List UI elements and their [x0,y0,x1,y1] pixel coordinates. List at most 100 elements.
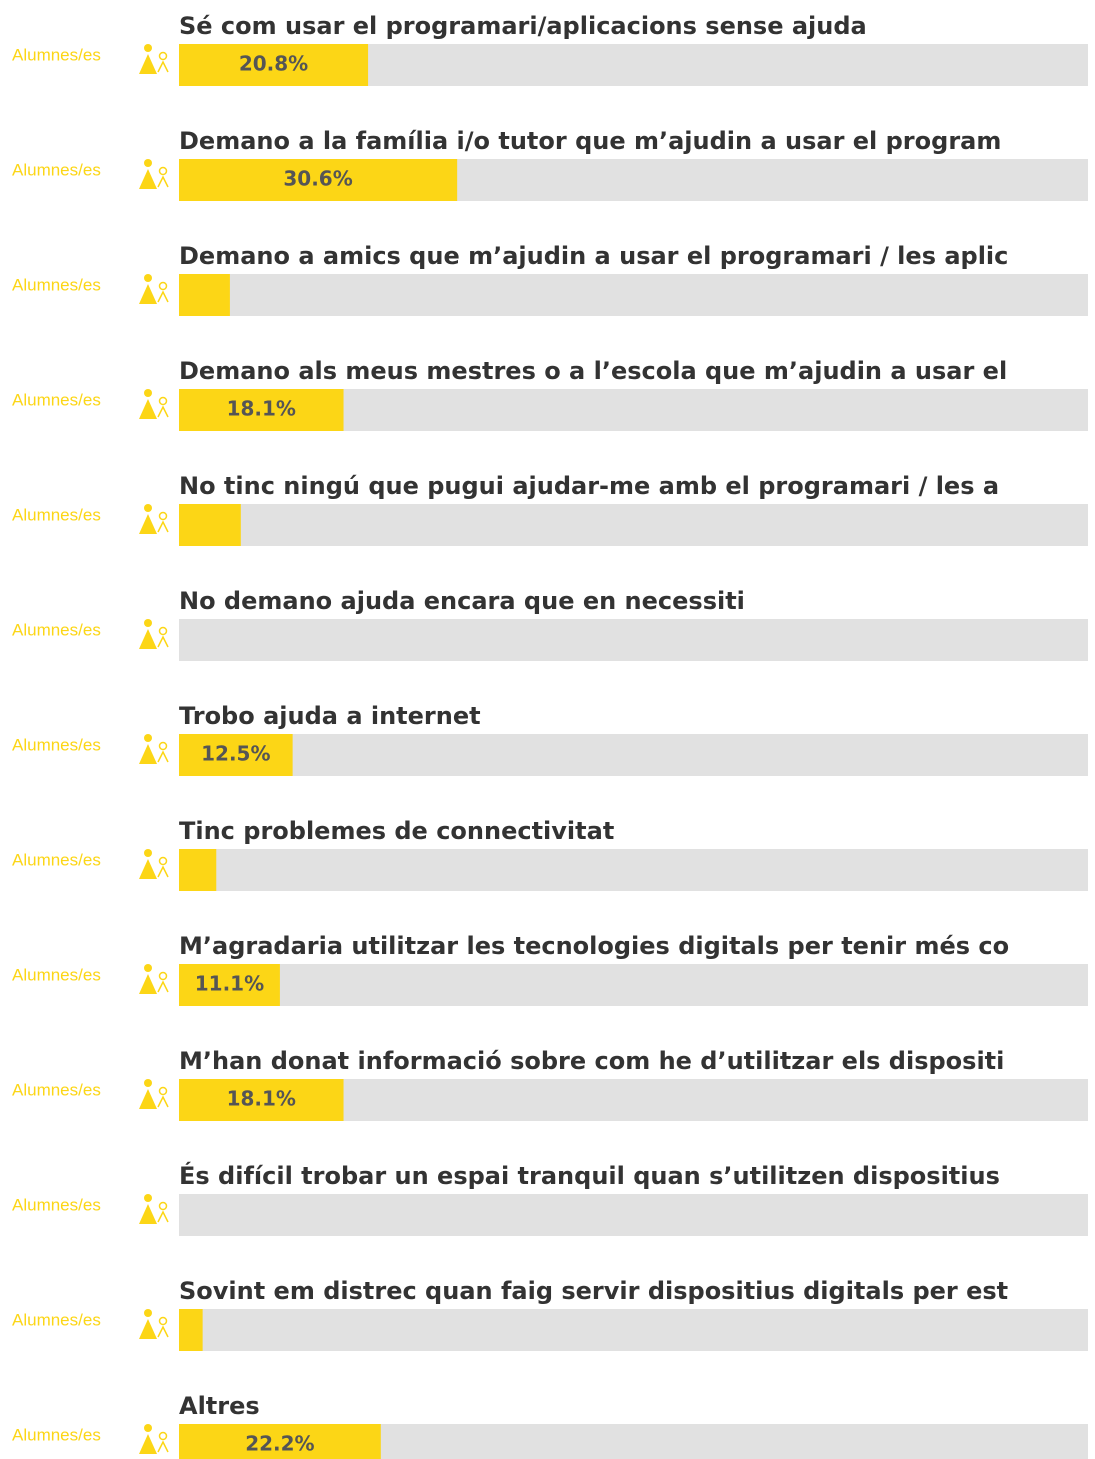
icon-head [144,504,152,512]
bar-track [179,849,1088,891]
bar [179,849,217,891]
icon-body [139,859,157,879]
question-title: És difícil trobar un espai tranquil quan… [179,1161,1000,1190]
icon-body [139,1434,157,1454]
rows: Sé com usar el programari/aplicacions se… [12,12,1088,1459]
bar-track [179,1309,1088,1351]
people-icon [139,389,169,419]
series-label: Alumnes/es [12,160,101,179]
icon-body [157,635,169,648]
icon-body [157,405,169,418]
icon-head [158,1201,168,1211]
icon-head [158,856,168,866]
series-label: Alumnes/es [12,1425,101,1444]
people-icon [139,619,169,649]
icon-body [157,750,169,763]
bar [179,1309,203,1351]
bar [179,159,458,201]
question-title: Tinc problemes de connectivitat [179,817,614,845]
icon-body [139,1319,157,1339]
series-label: Alumnes/es [12,1195,101,1214]
icon-head [144,849,152,857]
icon-body [139,514,157,534]
question-title: Demano a amics que m’ajudin a usar el pr… [179,242,1008,270]
icon-body [157,1440,169,1453]
value-label: 18.1% [227,397,296,421]
bar [179,1079,344,1121]
icon-body [157,1210,169,1223]
icon-body [157,1095,169,1108]
icon-body [157,980,169,993]
icon-head [158,166,168,176]
question-title: Altres [179,1392,260,1420]
question-title: No demano ajuda encara que en necessiti [179,587,745,615]
series-label: Alumnes/es [12,1080,101,1099]
series-label: Alumnes/es [12,620,101,639]
series-label: Alumnes/es [12,735,101,754]
icon-head [144,159,152,167]
question-title: No tinc ningú que pugui ajudar-me amb el… [179,472,999,500]
bar-track [179,734,1088,776]
value-label: 22.2% [245,1432,314,1456]
icon-head [158,396,168,406]
question-title: Demano als meus mestres o a l’escola que… [179,357,1007,385]
icon-body [139,169,157,189]
icon-head [158,1086,168,1096]
bar-track [179,964,1088,1006]
icon-head [144,734,152,742]
series-label: Alumnes/es [12,965,101,984]
series-label: Alumnes/es [12,45,101,64]
people-icon [139,159,169,189]
question-title: Sovint em distrec quan faig servir dispo… [179,1277,1008,1305]
icon-body [157,1325,169,1338]
icon-body [157,520,169,533]
question-title: Sé com usar el programari/aplicacions se… [179,12,867,40]
icon-body [139,399,157,419]
icon-head [158,511,168,521]
icon-body [157,290,169,303]
icon-body [139,1089,157,1109]
icon-head [144,44,152,52]
people-icon [139,1424,169,1454]
people-icon [139,44,169,74]
question-title: M’han donat informació sobre com he d’ut… [179,1047,1004,1075]
icon-body [157,60,169,73]
bar-track [179,1194,1088,1236]
people-icon [139,849,169,879]
icon-body [157,865,169,878]
icon-head [158,51,168,61]
bar [179,274,230,316]
bar [179,1424,381,1459]
icon-head [144,1079,152,1087]
bar [179,734,293,776]
icon-head [144,389,152,397]
icon-head [144,1194,152,1202]
value-label: 30.6% [283,167,352,191]
people-icon [139,504,169,534]
people-icon [139,1309,169,1339]
icon-body [139,284,157,304]
icon-head [144,1424,152,1432]
question-title: Trobo ajuda a internet [179,702,481,730]
people-icon [139,1194,169,1224]
icon-head [144,274,152,282]
series-label: Alumnes/es [12,390,101,409]
bar [179,504,241,546]
people-icon [139,734,169,764]
bar [179,389,344,431]
question-title: Demano a la família i/o tutor que m’ajud… [179,127,1001,155]
series-label: Alumnes/es [12,505,101,524]
value-label: 11.1% [195,972,264,996]
icon-head [144,964,152,972]
icon-body [139,54,157,74]
bar [179,44,369,86]
people-icon [139,964,169,994]
icon-head [144,619,152,627]
icon-head [158,626,168,636]
icon-body [139,629,157,649]
bar-track [179,504,1088,546]
value-label: 18.1% [227,1087,296,1111]
people-icon [139,1079,169,1109]
icon-head [158,1316,168,1326]
